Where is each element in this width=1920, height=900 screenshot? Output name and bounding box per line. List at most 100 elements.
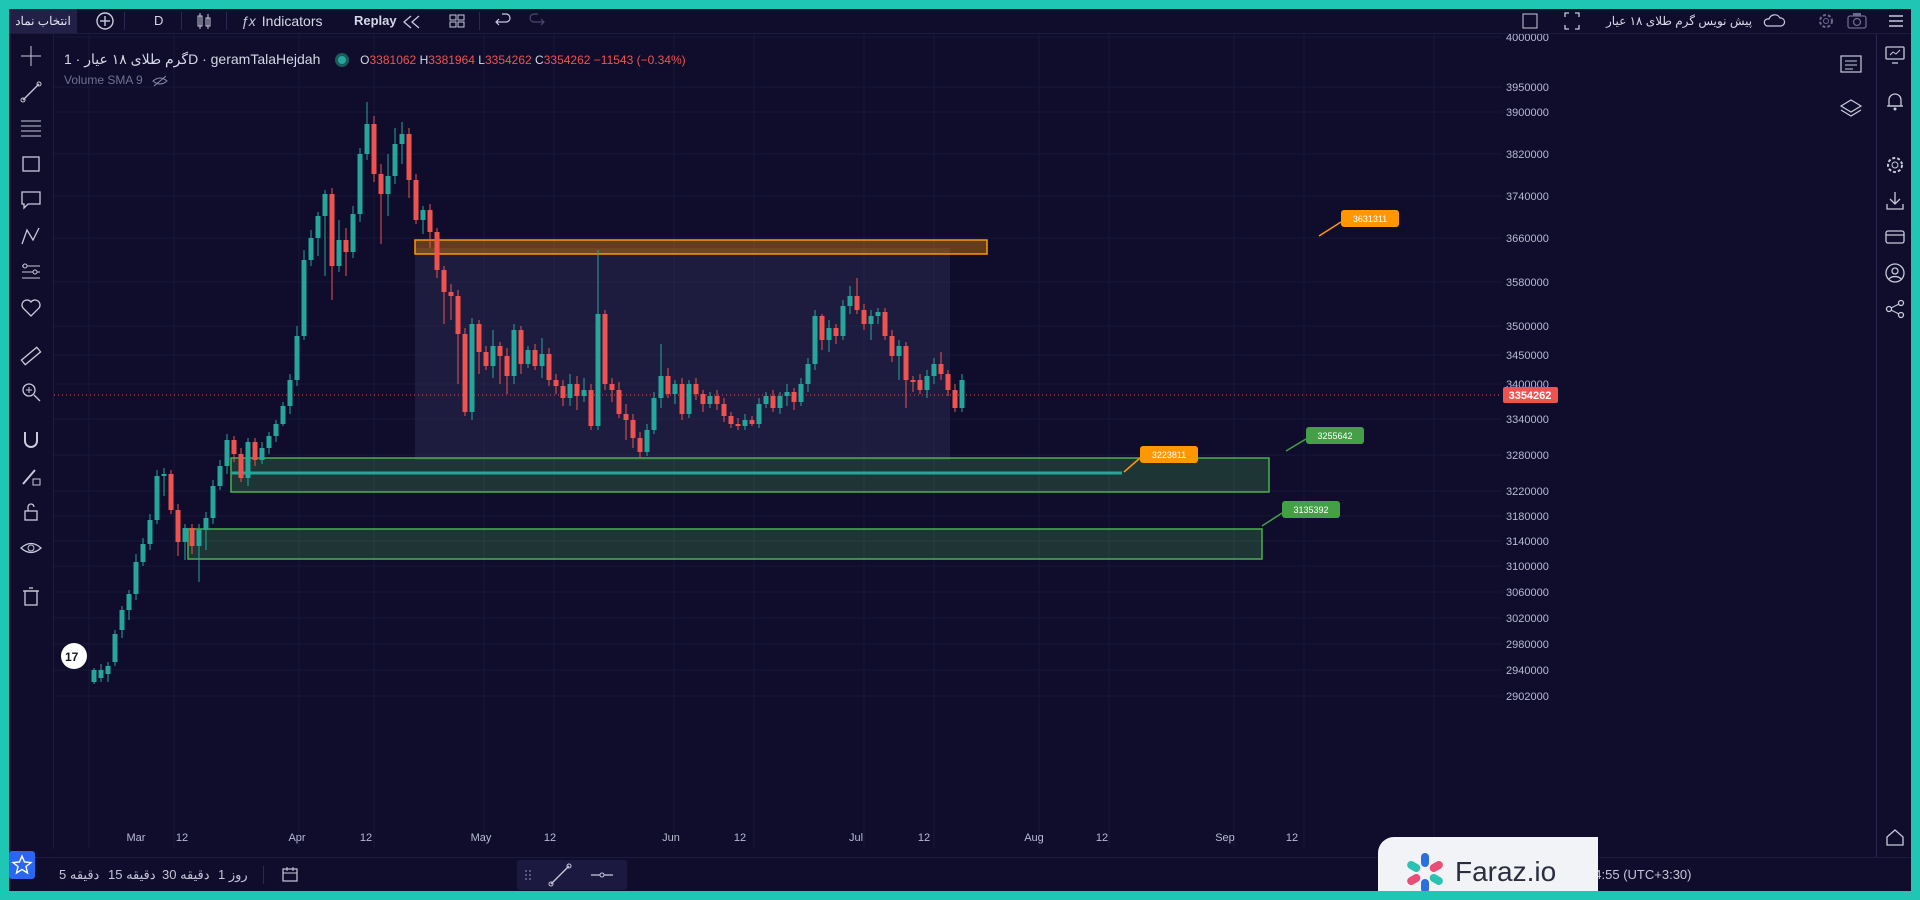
timeframe-15m[interactable]: 15 دقیقه	[108, 867, 156, 882]
price-label-text: 3135392	[1293, 505, 1328, 515]
snapshot-button[interactable]	[1846, 9, 1868, 33]
price-label-box[interactable]	[1341, 210, 1399, 227]
price-label-pointer	[1285, 438, 1307, 452]
candle-body	[266, 436, 272, 448]
hide-drawings-tool[interactable]	[15, 534, 47, 562]
orders-button[interactable]	[1884, 226, 1906, 248]
remove-drawings-tool[interactable]	[15, 582, 47, 610]
profile-button[interactable]	[1884, 262, 1906, 284]
shape-tool[interactable]	[15, 150, 47, 178]
candle-body	[931, 364, 937, 376]
candle-body	[525, 350, 531, 364]
price-label-box[interactable]	[1306, 427, 1364, 444]
candle-body	[518, 330, 524, 364]
object-tree-button[interactable]	[1884, 154, 1906, 176]
expand-button[interactable]	[1562, 9, 1582, 33]
candle-body	[280, 406, 286, 424]
drawing-toolbar	[9, 34, 54, 849]
layout-title: پیش نویس گرم طلای ۱۸ عیار	[1606, 14, 1753, 28]
candle-body	[133, 562, 139, 594]
heart-icon	[21, 299, 41, 317]
pattern-icon	[21, 227, 40, 245]
chart-type-button[interactable]	[194, 9, 214, 33]
candle-body	[546, 354, 552, 380]
magnet-tool[interactable]	[15, 426, 47, 454]
replay-button[interactable]: Replay	[354, 9, 422, 33]
price-axis[interactable]: 4000000 3950000 3900000 3820000 3740000 36600…	[1502, 34, 1876, 849]
candle-body	[532, 350, 538, 366]
settings-button[interactable]	[1816, 9, 1836, 33]
candle-body	[490, 346, 496, 366]
crosshair-tool[interactable]	[15, 42, 47, 70]
price-label-text: 3631311	[1353, 214, 1387, 224]
right-sidebar	[1876, 34, 1911, 891]
candle-body	[686, 384, 692, 414]
zoom-tool[interactable]	[15, 378, 47, 406]
home-button[interactable]	[1884, 826, 1906, 848]
price-label-box[interactable]	[1282, 501, 1340, 518]
prediction-tool[interactable]	[15, 258, 47, 286]
magnet-icon	[24, 432, 38, 448]
drag-handle-icon[interactable]	[523, 860, 533, 890]
timeframe-30m[interactable]: 30 دقیقه	[162, 867, 210, 882]
timeframe-1d[interactable]: 1 روز	[218, 867, 248, 882]
trendline-tool[interactable]	[15, 78, 47, 106]
price-label-pointer	[1123, 457, 1141, 473]
volume-indicator[interactable]: Volume SMA 9	[64, 73, 168, 87]
indicators-button[interactable]: ƒx Indicators	[241, 9, 323, 33]
trendline-fav-icon[interactable]	[547, 860, 573, 890]
annotation-tool[interactable]	[15, 186, 47, 214]
favorites-star-button[interactable]	[9, 851, 35, 879]
symbol-select-button[interactable]: انتخاب نماد	[9, 9, 77, 33]
layout-name[interactable]: پیش نویس گرم طلای ۱۸ عیار	[1606, 9, 1752, 33]
price-axis-label: 3140000	[1506, 536, 1549, 548]
candle-body	[952, 390, 958, 408]
menu-button[interactable]	[1886, 9, 1906, 33]
hidden-eye-icon[interactable]	[152, 75, 168, 87]
candle-body	[756, 404, 762, 424]
alerts-button[interactable]	[1884, 90, 1906, 112]
price-axis-label: 4000000	[1506, 34, 1549, 44]
add-symbol-button[interactable]	[93, 9, 117, 33]
undo-button[interactable]	[493, 9, 513, 33]
download-button[interactable]	[1884, 190, 1906, 212]
price-chart[interactable]: 3631311 3223811 3255642 3135392 Mar 12 Apr 12 Ma…	[54, 34, 1502, 849]
fullscreen-toggle[interactable]	[1520, 9, 1540, 33]
layout-button[interactable]	[447, 9, 467, 33]
candle-body	[574, 384, 580, 396]
card-icon	[1885, 230, 1905, 244]
symbol-title[interactable]: گرم طلای ۱۸ عیار · 1D · geramTalaHejdah	[64, 51, 321, 67]
candle-body	[623, 414, 629, 420]
redo-button[interactable]	[527, 9, 547, 33]
layers-button[interactable]	[1839, 97, 1863, 121]
timeframe-5m[interactable]: 5 دقیقه	[59, 867, 100, 882]
cloud-save-button[interactable]	[1761, 9, 1787, 33]
price-axis-label: 3660000	[1506, 233, 1549, 245]
candle-body	[644, 430, 650, 452]
low-label: L	[478, 53, 485, 67]
lock-drawings-tool[interactable]	[15, 498, 47, 526]
fib-tool[interactable]	[15, 114, 47, 142]
current-price-tag[interactable]	[1503, 387, 1558, 403]
horizontal-line-icon[interactable]	[589, 860, 615, 890]
price-label-box[interactable]	[1140, 446, 1198, 463]
interval-button[interactable]: D	[154, 13, 164, 28]
favorites-tool[interactable]	[15, 294, 47, 322]
projection-icon	[22, 263, 40, 279]
ruler-tool[interactable]	[15, 342, 47, 370]
redo-icon	[529, 13, 545, 26]
object-list-button[interactable]	[1839, 52, 1863, 76]
pattern-tool[interactable]	[15, 222, 47, 250]
candle-body	[616, 390, 622, 414]
watchlist-button[interactable]	[1884, 44, 1906, 66]
share-button[interactable]	[1884, 298, 1906, 320]
replay-label: Replay	[354, 13, 397, 28]
stay-drawing-tool[interactable]	[15, 462, 47, 490]
candle-body	[539, 354, 545, 366]
current-price-text: 3354262	[1509, 390, 1552, 402]
date-range-button[interactable]	[281, 858, 299, 891]
low-value: 3354262	[484, 53, 532, 67]
price-axis-label: 3580000	[1506, 277, 1549, 289]
candle-body	[826, 328, 832, 340]
clock[interactable]: 13:54:55 (UTC+3:30)	[1569, 867, 1692, 882]
